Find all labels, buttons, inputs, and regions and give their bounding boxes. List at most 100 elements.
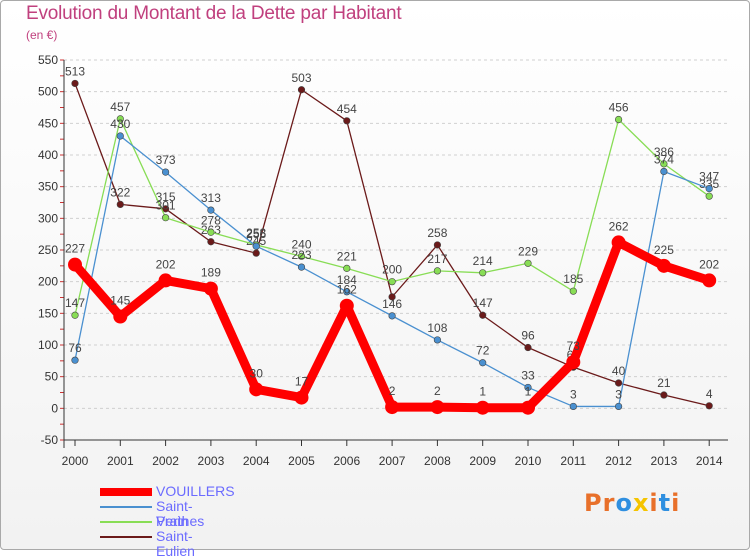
x-tick-label: 2007	[379, 454, 406, 468]
data-label-perthes: 386	[654, 145, 674, 159]
data-point-vouillers	[430, 400, 445, 415]
data-point-saint-eulien	[705, 402, 713, 410]
data-point-saint-eulien	[116, 200, 124, 208]
data-point-vouillers	[294, 390, 309, 405]
data-label-perthes: 335	[699, 177, 719, 191]
data-label-saint-vrain: 223	[291, 248, 311, 262]
logo-letter: o	[615, 489, 633, 517]
data-point-saint-eulien	[524, 343, 532, 352]
data-point-saint-eulien	[162, 205, 170, 213]
y-tick-label: 300	[38, 211, 58, 225]
legend-swatch-saint-vrain	[100, 506, 152, 508]
data-label-vouillers: 189	[201, 266, 221, 280]
data-label-vouillers: 2	[389, 384, 396, 398]
y-tick-label: 50	[45, 370, 59, 384]
data-point-saint-eulien	[433, 241, 442, 249]
y-tick-label: 350	[38, 180, 58, 194]
data-label-perthes: 200	[382, 263, 402, 277]
data-label-perthes: 301	[156, 199, 176, 213]
logo-letter: i	[671, 489, 681, 517]
data-point-perthes	[162, 214, 170, 222]
data-point-saint-vrain	[343, 288, 351, 296]
data-point-saint-vrain	[479, 359, 487, 367]
data-label-vouillers: 73	[567, 339, 581, 353]
data-point-perthes	[207, 228, 215, 236]
data-point-perthes	[343, 264, 351, 272]
data-point-perthes	[705, 192, 713, 200]
data-point-saint-eulien	[388, 293, 396, 301]
data-label-saint-eulien: 258	[427, 226, 447, 240]
data-point-vouillers	[249, 382, 264, 397]
data-label-saint-eulien: 40	[612, 364, 626, 378]
data-label-saint-eulien: 245	[246, 234, 266, 248]
data-point-perthes	[297, 252, 306, 260]
data-point-saint-eulien	[479, 311, 487, 319]
data-point-saint-eulien	[252, 249, 260, 257]
y-tick-label: 500	[38, 85, 58, 99]
data-label-vouillers: 162	[337, 283, 357, 297]
data-point-perthes	[660, 160, 668, 168]
data-label-perthes: 217	[427, 252, 447, 266]
x-tick-label: 2014	[696, 454, 723, 468]
y-tick-label: 150	[38, 306, 58, 320]
data-label-vouillers: 225	[654, 243, 674, 257]
data-point-perthes	[71, 311, 79, 319]
y-tick-label: 550	[38, 53, 58, 67]
data-point-saint-vrain	[71, 356, 79, 364]
data-label-saint-eulien: 96	[521, 329, 535, 343]
x-tick-label: 2008	[424, 454, 451, 468]
data-point-saint-vrain	[162, 168, 170, 176]
y-tick-label: 200	[38, 275, 58, 289]
data-label-perthes: 278	[201, 213, 221, 227]
legend-swatch-saint-eulien	[100, 536, 152, 538]
legend-label-saint-vrain: Saint-Vrain	[156, 498, 193, 529]
data-point-saint-eulien	[71, 79, 79, 88]
y-tick-label: 100	[38, 338, 58, 352]
data-label-vouillers: 30	[250, 366, 264, 380]
data-point-saint-vrain	[297, 263, 306, 271]
legend-swatch-perthes	[100, 521, 152, 523]
data-label-vouillers: 202	[699, 257, 719, 271]
data-label-saint-vrain: 72	[476, 344, 490, 358]
x-tick-label: 2011	[560, 454, 586, 468]
data-point-perthes	[614, 115, 623, 124]
y-tick-label: -50	[41, 433, 59, 447]
x-tick-label: 2002	[152, 454, 179, 468]
data-label-perthes: 456	[609, 101, 629, 115]
data-point-vouillers	[521, 400, 535, 415]
data-point-saint-eulien	[297, 86, 306, 94]
data-label-perthes: 185	[563, 272, 583, 286]
y-tick-label: 0	[51, 401, 58, 415]
logo-letter: t	[658, 489, 672, 517]
x-tick-label: 2003	[198, 454, 225, 468]
data-label-perthes: 147	[65, 296, 85, 310]
x-tick-label: 2005	[288, 454, 315, 468]
data-label-vouillers: 1	[479, 385, 486, 399]
data-point-saint-eulien	[614, 379, 623, 387]
data-label-perthes: 214	[473, 254, 493, 268]
data-label-saint-vrain: 33	[521, 368, 535, 382]
data-point-vouillers	[68, 257, 82, 272]
logo-letter: x	[632, 489, 650, 517]
x-tick-label: 2009	[469, 454, 496, 468]
data-label-vouillers: 145	[110, 294, 130, 308]
data-label-saint-eulien: 503	[291, 71, 311, 85]
logo-letter: r	[602, 489, 616, 517]
data-point-perthes	[433, 267, 442, 275]
x-tick-label: 2006	[333, 454, 360, 468]
data-label-saint-vrain: 184	[337, 273, 357, 287]
proxiti-logo: Proxiti	[584, 489, 680, 517]
data-point-saint-vrain	[433, 336, 442, 344]
data-label-saint-vrain: 373	[156, 153, 176, 167]
data-point-vouillers	[475, 400, 490, 415]
data-point-saint-vrain	[388, 312, 396, 320]
data-point-vouillers	[611, 235, 626, 250]
data-point-vouillers	[158, 273, 173, 288]
data-label-perthes: 221	[337, 249, 357, 263]
chart-subtitle: (en €)	[26, 28, 58, 42]
data-point-saint-vrain	[705, 184, 713, 193]
data-label-saint-vrain: 313	[201, 191, 221, 205]
data-label-vouillers: 202	[156, 257, 176, 271]
data-label-saint-vrain: 76	[68, 341, 82, 355]
data-label-saint-vrain: 256	[246, 227, 266, 241]
